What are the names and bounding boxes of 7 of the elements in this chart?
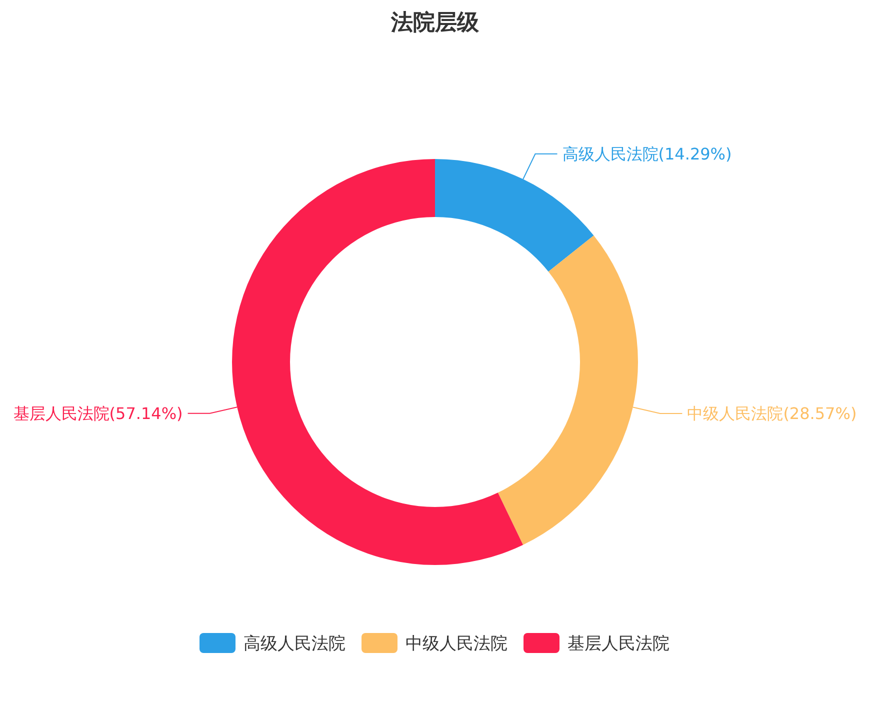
data-label: 中级人民法院(28.57%)	[687, 404, 857, 424]
data-label: 基层人民法院(57.14%)	[13, 404, 183, 423]
legend-label: 中级人民法院	[406, 634, 508, 654]
legend-label: 高级人民法院	[244, 634, 346, 654]
data-label: 高级人民法院(14.29%)	[562, 144, 732, 164]
chart-title: 法院层级	[390, 10, 480, 36]
legend-label: 基层人民法院	[568, 634, 670, 654]
